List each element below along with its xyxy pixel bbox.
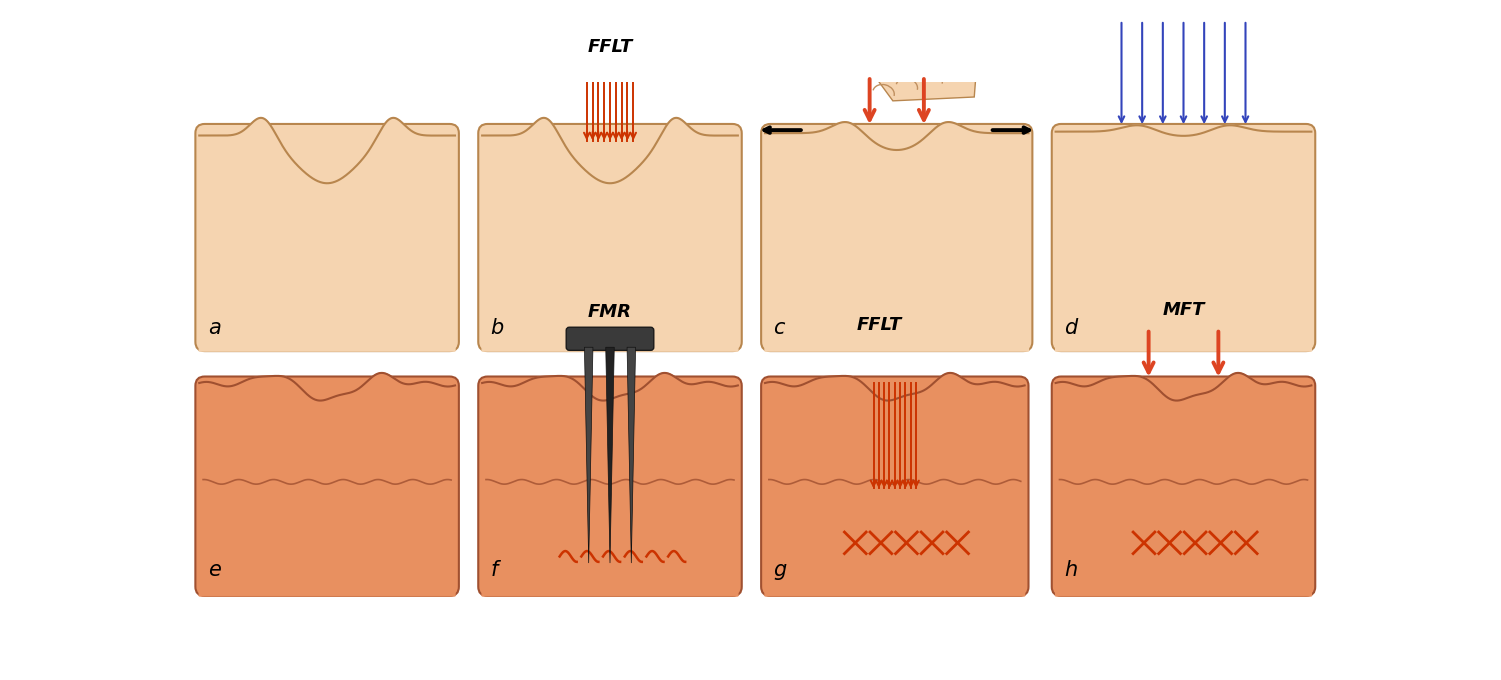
Polygon shape <box>850 0 989 101</box>
FancyBboxPatch shape <box>479 377 741 596</box>
Text: MFT: MFT <box>1162 301 1205 319</box>
Polygon shape <box>627 347 635 563</box>
FancyBboxPatch shape <box>1052 377 1315 596</box>
Polygon shape <box>766 122 1028 351</box>
Text: FMR: FMR <box>588 303 632 321</box>
Text: c: c <box>773 318 785 338</box>
Polygon shape <box>482 373 738 596</box>
Polygon shape <box>200 373 455 596</box>
Text: FFLT: FFLT <box>587 38 632 56</box>
Polygon shape <box>200 118 455 351</box>
FancyBboxPatch shape <box>479 124 741 351</box>
Polygon shape <box>584 347 593 563</box>
FancyBboxPatch shape <box>195 124 459 351</box>
FancyBboxPatch shape <box>195 377 459 596</box>
FancyBboxPatch shape <box>566 327 654 350</box>
Text: f: f <box>491 560 498 580</box>
Text: e: e <box>207 560 221 580</box>
Text: g: g <box>773 560 787 580</box>
FancyBboxPatch shape <box>761 377 1028 596</box>
Text: h: h <box>1064 560 1078 580</box>
Polygon shape <box>1055 373 1312 596</box>
Text: a: a <box>207 318 221 338</box>
Polygon shape <box>766 373 1025 596</box>
FancyBboxPatch shape <box>1052 124 1315 351</box>
Text: b: b <box>491 318 504 338</box>
FancyBboxPatch shape <box>761 124 1033 351</box>
Polygon shape <box>606 347 614 563</box>
Text: FFLT: FFLT <box>857 316 902 334</box>
Text: d: d <box>1064 318 1078 338</box>
Polygon shape <box>482 118 738 351</box>
Polygon shape <box>1055 125 1312 351</box>
